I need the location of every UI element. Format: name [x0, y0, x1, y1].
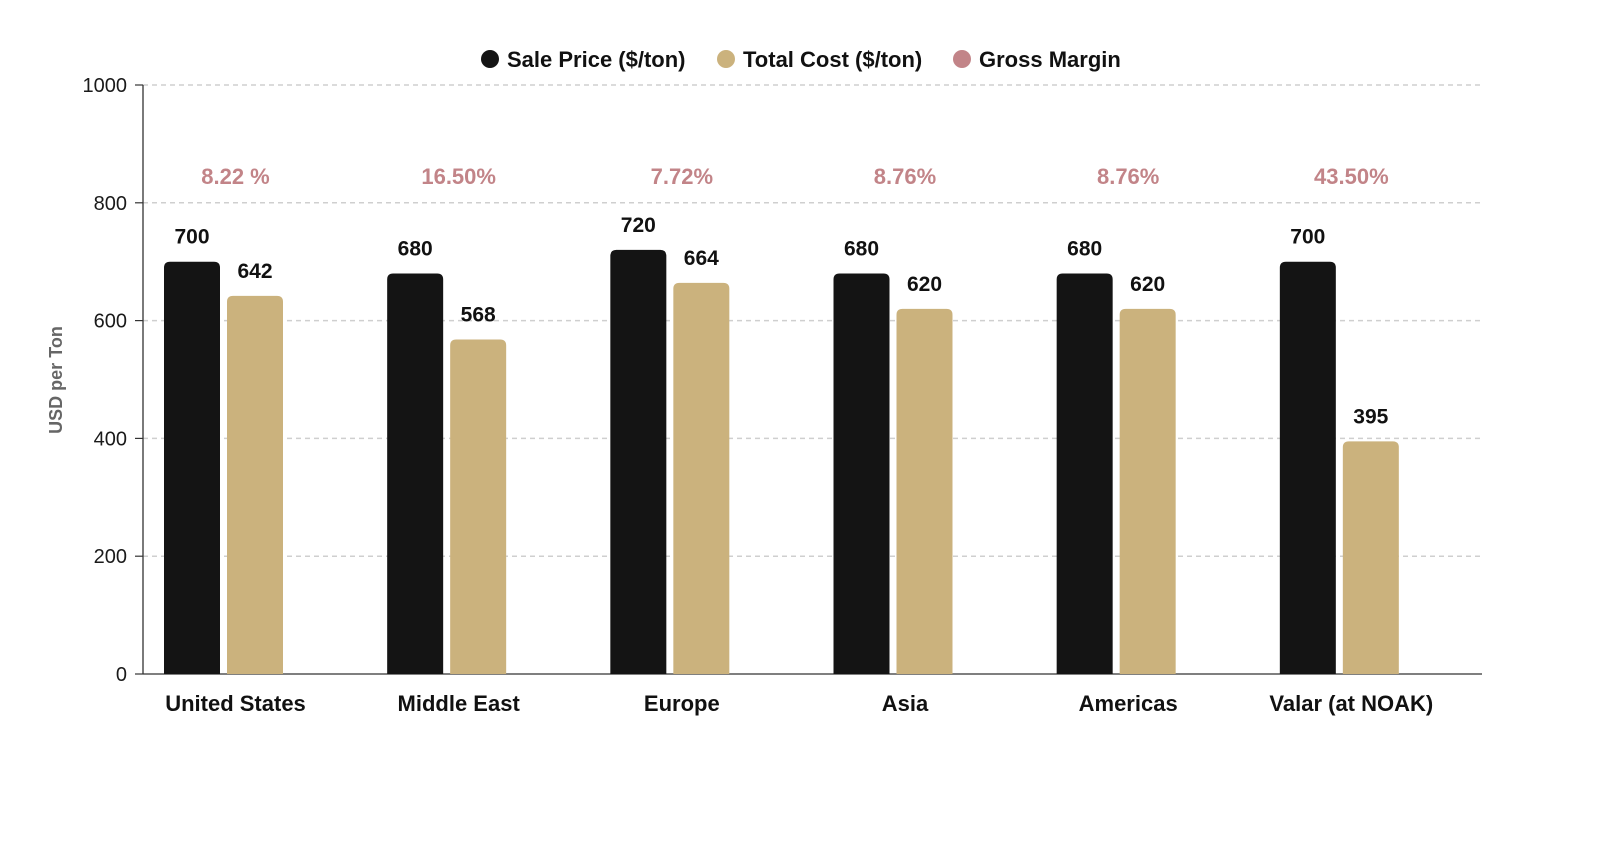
gross-margin-label: 8.76% [874, 164, 936, 189]
y-tick-label: 800 [94, 193, 127, 215]
x-category-label: Europe [644, 691, 720, 716]
bar-total-cost [896, 308, 953, 674]
bars [164, 249, 1399, 675]
bar-total-cost [450, 339, 507, 674]
data-label-total-cost: 620 [907, 273, 942, 296]
bar-sale-price [833, 273, 890, 674]
y-tick-label: 1000 [83, 75, 128, 97]
data-label-total-cost: 642 [237, 260, 272, 283]
y-tick-label: 0 [116, 664, 127, 686]
gross-margin-label: 43.50% [1314, 164, 1389, 189]
data-label-sale-price: 680 [1067, 237, 1102, 260]
bar-sale-price [387, 273, 444, 674]
bar-sale-price [164, 261, 220, 674]
bar-value-labels: 700 642 680 568 720 664 680 620 680 620 700 395 [174, 214, 1388, 428]
legend-label: Total Cost ($/ton) [743, 47, 922, 72]
gross-margin-label: 8.22 % [201, 164, 270, 189]
category-labels: United States Middle East Europe Asia Americ… [165, 691, 1433, 716]
data-label-total-cost: 568 [461, 303, 496, 326]
data-label-sale-price: 680 [844, 237, 879, 260]
gross-margin-label: 16.50% [421, 164, 496, 189]
legend-marker [481, 50, 499, 68]
bar-total-cost [1119, 308, 1176, 674]
legend-marker [953, 50, 971, 68]
data-label-sale-price: 700 [174, 226, 209, 249]
legend-label: Sale Price ($/ton) [507, 47, 686, 72]
data-label-total-cost: 664 [684, 247, 719, 270]
bar-sale-price [1279, 261, 1336, 674]
y-axis-title: USD per Ton [46, 326, 66, 434]
y-tick-labels: 0 200 400 600 800 1000 [83, 75, 143, 686]
legend-label: Gross Margin [979, 47, 1121, 72]
x-category-label: United States [165, 691, 306, 716]
data-label-sale-price: 720 [621, 214, 656, 237]
y-tick-label: 400 [94, 428, 127, 450]
gross-margin-label: 8.76% [1097, 164, 1159, 189]
data-label-sale-price: 700 [1290, 226, 1325, 249]
bar-total-cost [227, 295, 283, 674]
data-label-sale-price: 680 [398, 237, 433, 260]
x-category-label: Americas [1079, 691, 1178, 716]
axes [142, 85, 1482, 675]
y-tick-label: 600 [94, 311, 127, 333]
gross-margin-labels: 8.22 % 16.50% 7.72% 8.76% 8.76% 43.50% [201, 164, 1388, 189]
bar-sale-price [1056, 273, 1113, 674]
x-category-label: Middle East [398, 691, 521, 716]
bar-sale-price [610, 249, 667, 675]
bar-total-cost [673, 282, 730, 674]
legend: Sale Price ($/ton) Total Cost ($/ton) Gros… [481, 47, 1121, 72]
x-category-label: Asia [882, 691, 929, 716]
x-category-label: Valar (at NOAK) [1269, 691, 1433, 716]
bar-total-cost [1342, 441, 1399, 674]
legend-marker [717, 50, 735, 68]
gridlines [143, 84, 1482, 557]
gross-margin-label: 7.72% [651, 164, 713, 189]
data-label-total-cost: 395 [1353, 405, 1388, 428]
y-tick-label: 200 [94, 546, 127, 568]
data-label-total-cost: 620 [1130, 273, 1165, 296]
